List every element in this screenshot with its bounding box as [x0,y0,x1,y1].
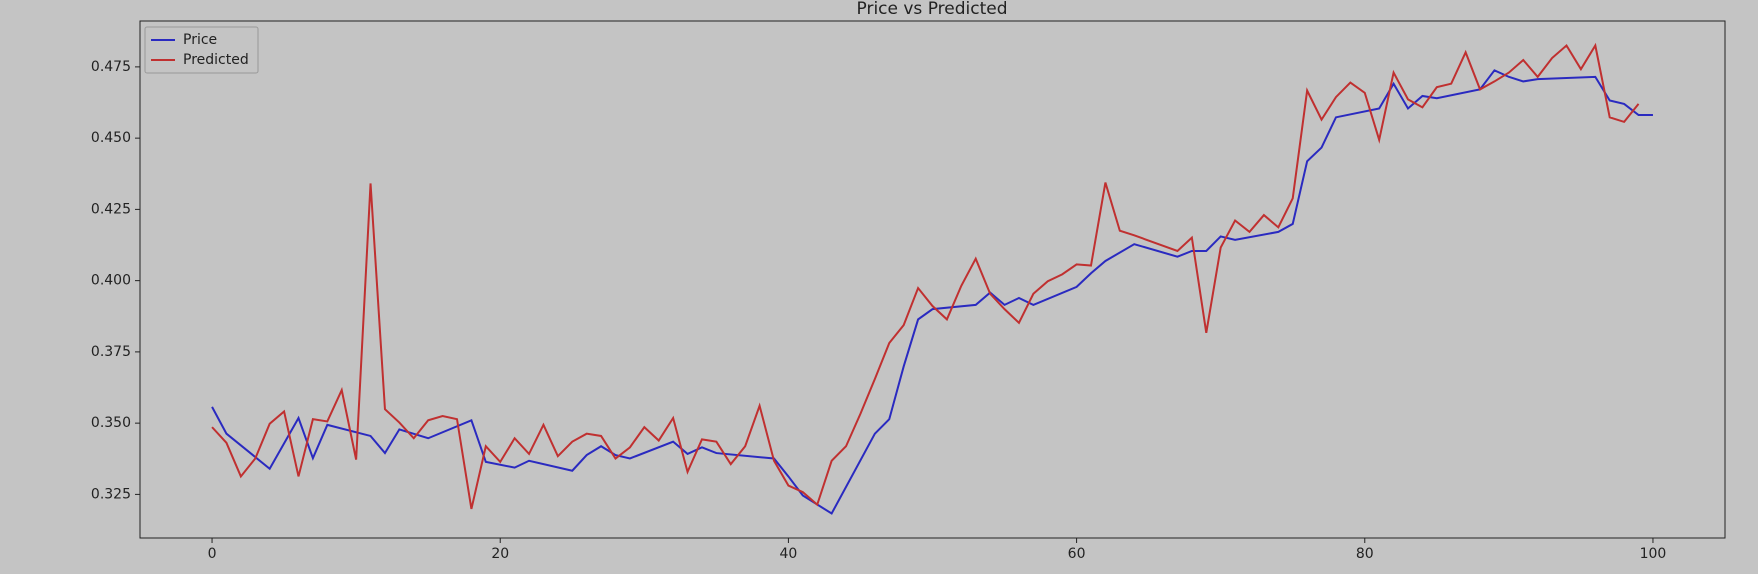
x-tick-label: 100 [1640,546,1667,562]
y-tick-label: 0.350 [91,415,131,431]
series-line [211,42,1640,510]
y-tick-label: 0.425 [91,201,131,217]
y-tick-label: 0.400 [91,273,131,289]
y-tick-label: 0.475 [91,59,131,75]
legend-label: Price [183,32,217,48]
plot-area [139,20,1726,539]
x-tick-label: 40 [779,546,797,562]
legend: Price Predicted [144,26,259,74]
legend-box [144,26,259,74]
x-tick-label: 60 [1068,546,1086,562]
x-tick-label: 80 [1356,546,1374,562]
y-tick-label: 0.375 [91,344,131,360]
x-tick-label: 0 [208,546,217,562]
legend-label: Predicted [183,52,249,68]
y-tick-label: 0.450 [91,130,131,146]
chart-title: Price vs Predicted [857,0,1008,19]
y-tick-label: 0.325 [91,486,131,502]
x-tick-label: 20 [491,546,509,562]
